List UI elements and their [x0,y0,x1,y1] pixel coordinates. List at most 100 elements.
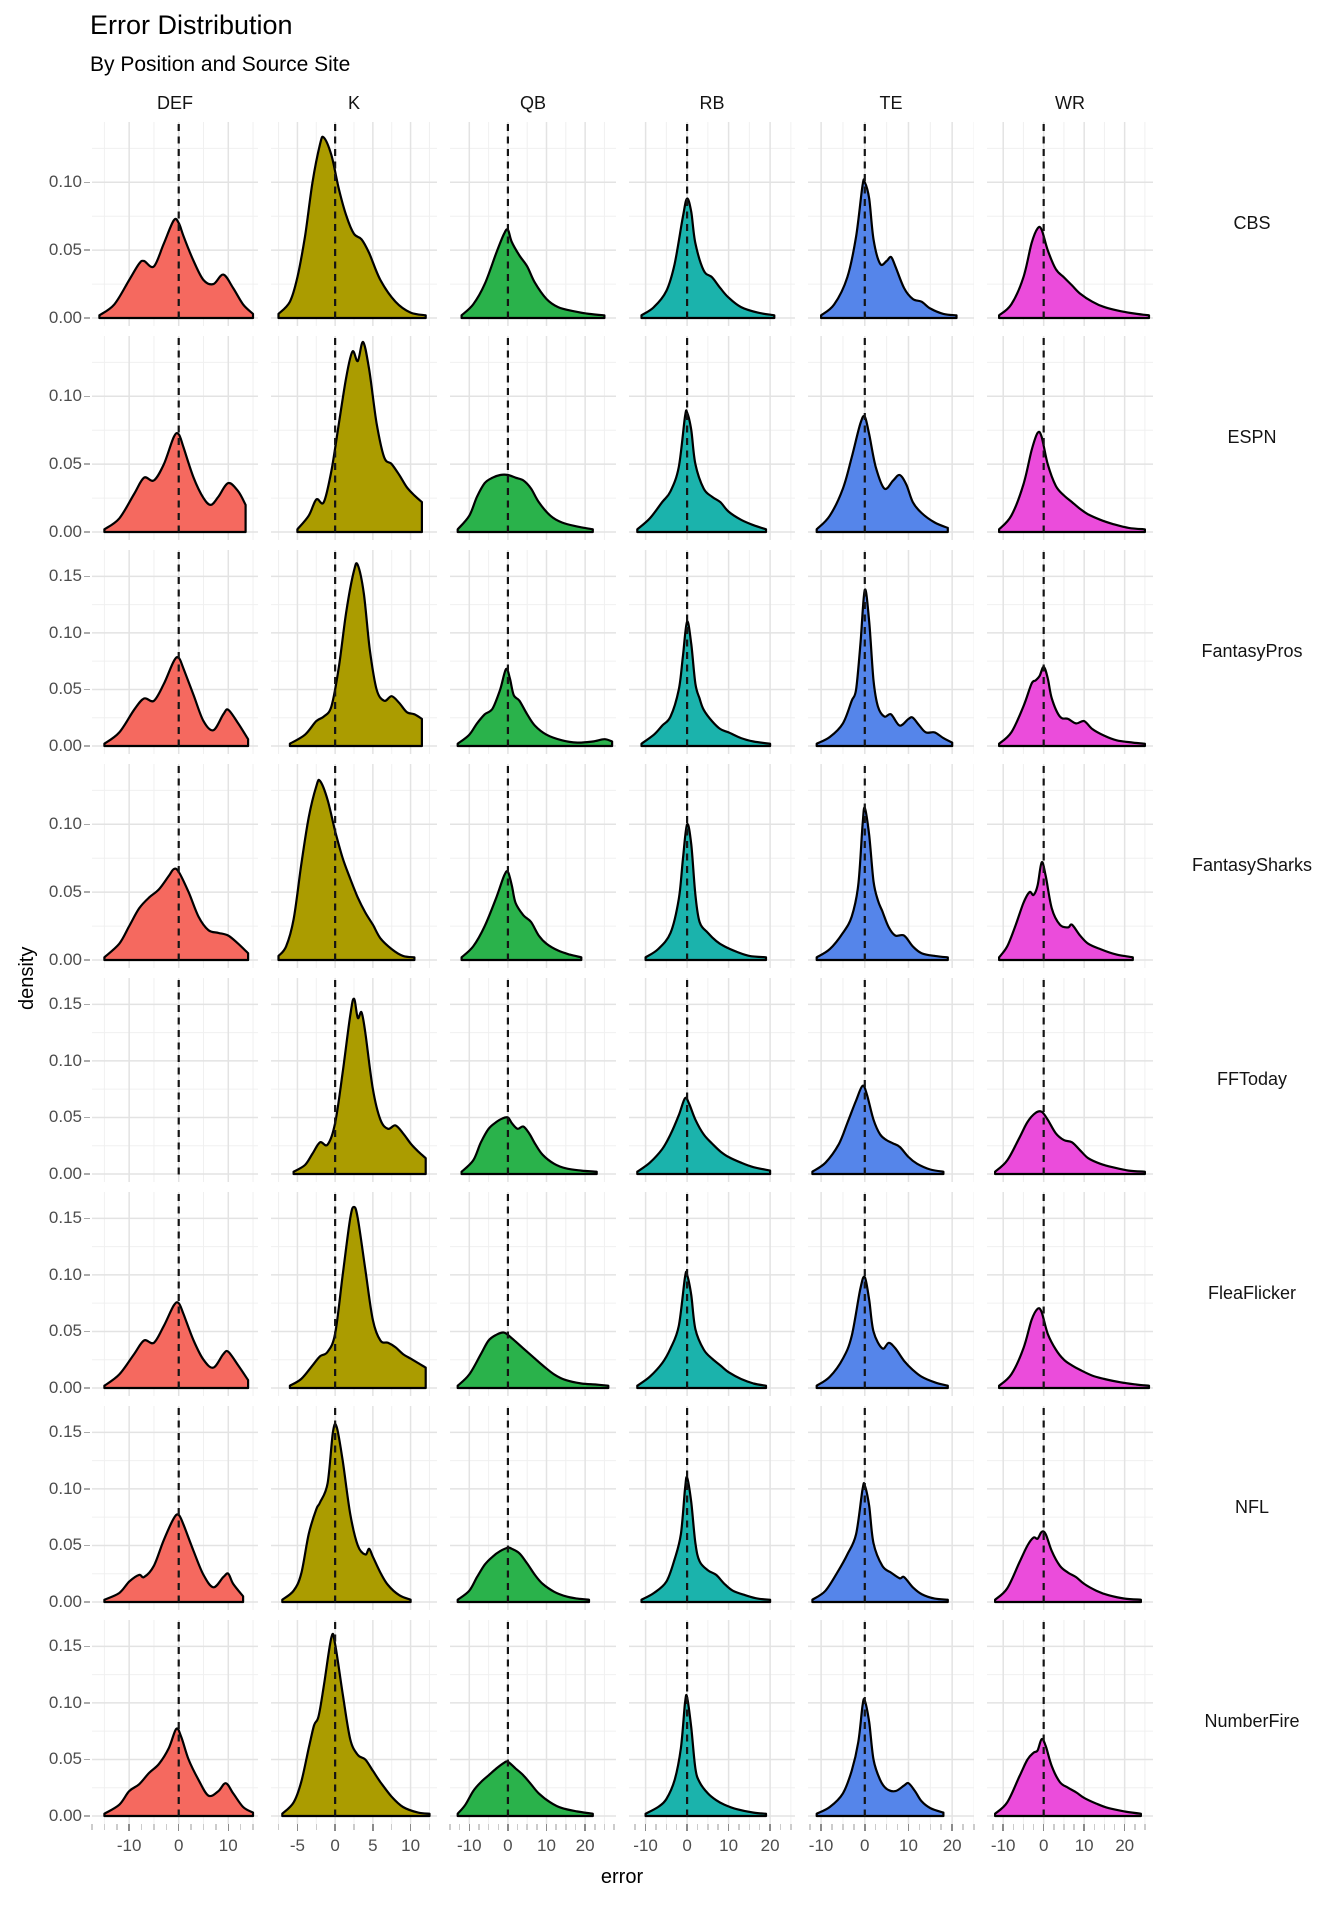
x-minor-tick-mark [675,1824,678,1830]
facet-row-label-FFToday: FFToday [1216,1069,1288,1089]
panel-CBS-QB [450,122,616,326]
x-minor-tick-mark [1093,1824,1096,1830]
y-tick-mark [84,1544,90,1547]
x-minor-tick-mark [190,1824,192,1830]
panel-NFL-DEF [92,1406,258,1610]
facet-row-label-FantasySharks: FantasySharks [1191,855,1313,875]
density-curve-FantasySharks-TE [815,806,949,962]
y-tick-mark [84,891,90,893]
facet-row-label-NumberFire: NumberFire [1204,1711,1300,1731]
x-tick-mark [177,1824,180,1831]
panel-FantasySharks-WR [987,764,1153,968]
x-minor-tick-mark [831,1824,833,1830]
x-tick-mark [1042,1824,1045,1831]
y-tick-mark [84,1758,90,1761]
y-tick-mark [84,1173,90,1175]
y-tick-label: 0.10 [48,1692,82,1712]
y-tick-label: 0.05 [48,1321,82,1341]
x-minor-tick-mark [140,1824,143,1830]
density-curve-ESPN-QB [456,473,594,534]
panel-ESPN-RB [629,336,795,540]
density-curve-NumberFire-K [281,1632,431,1818]
density-curve-NFL-DEF [103,1513,245,1604]
panel-NFL-WR [987,1406,1153,1610]
x-minor-tick-mark [555,1824,557,1830]
density-curve-NumberFire-RB [644,1693,768,1818]
y-tick-label: 0.05 [48,240,82,260]
density-curve-FantasySharks-QB [460,870,583,962]
y-tick-label: 0.05 [48,454,82,474]
x-minor-tick-mark [315,1824,318,1830]
y-tick-label: 0.00 [48,308,82,327]
x-tick-mark [727,1824,730,1831]
panel-FFToday-RB [629,978,795,1182]
x-tick-mark [864,1824,866,1831]
panel-FantasySharks-TE [808,764,974,968]
density-curve-FFToday-WR [994,1110,1146,1176]
x-tick-mark [296,1824,299,1831]
x-minor-tick-mark [809,1824,811,1830]
density-curve-CBS-RB [640,197,776,320]
panel-FFToday-K [271,978,437,1182]
y-tick-mark [84,745,90,747]
panel-NumberFire-QB [450,1620,616,1824]
x-minor-tick-mark [634,1824,636,1830]
y-tick-label: 0.15 [48,1208,82,1228]
x-minor-tick-mark [707,1824,709,1830]
x-minor-tick-mark [1103,1824,1106,1830]
panel-CBS-K [271,122,437,326]
x-tick-label: -5 [289,1836,305,1855]
x-tick-mark [1002,1824,1004,1831]
y-tick-mark [84,632,90,634]
x-minor-tick-mark [603,1824,606,1830]
x-tick-label: -10 [116,1836,142,1855]
x-minor-tick-mark [428,1824,431,1830]
panel-NFL-RB [629,1406,795,1610]
density-curve-NFL-QB [456,1546,591,1604]
x-minor-tick-mark [91,1824,93,1830]
x-tick-mark [1083,1824,1085,1831]
x-minor-tick-mark [536,1824,538,1830]
x-tick-mark [128,1824,130,1831]
x-tick-label: 10 [1074,1836,1094,1855]
x-tick-mark [409,1824,412,1831]
panel-FleaFlicker-DEF [92,1192,258,1396]
density-curve-FantasyPros-WR [998,665,1146,748]
x-minor-tick-mark [353,1824,355,1830]
panel-FantasySharks-K [271,764,437,968]
x-tick-mark [372,1824,374,1831]
y-tick-mark [84,823,90,826]
y-tick-label: 0.00 [48,1592,82,1611]
x-minor-tick-mark [1022,1824,1025,1830]
panel-NumberFire-TE [808,1620,974,1824]
x-tick-label: 0 [503,1836,513,1855]
x-minor-tick-mark [277,1824,280,1830]
panel-FantasyPros-DEF [92,550,258,754]
x-minor-tick-mark [116,1824,118,1830]
x-minor-tick-mark [853,1824,855,1830]
panel-FFToday-WR [987,978,1153,1182]
x-tick-label: 10 [218,1836,238,1855]
facet-row-label-CBS: CBS [1233,213,1271,233]
y-tick-mark [84,1330,90,1333]
x-minor-tick-mark [696,1824,699,1830]
density-curve-ESPN-TE [815,414,949,534]
x-tick-mark [951,1824,953,1831]
x-minor-tick-mark [885,1824,888,1830]
panel-NumberFire-WR [987,1620,1153,1824]
density-curve-FantasySharks-RB [644,822,768,962]
x-tick-mark [334,1824,336,1831]
density-curve-FFToday-QB [460,1116,598,1176]
x-minor-tick-mark [779,1824,782,1830]
y-tick-label: 0.15 [48,1422,82,1442]
panel-FleaFlicker-K [271,1192,437,1396]
density-curve-FleaFlicker-RB [636,1270,768,1390]
x-tick-label: 0 [682,1836,692,1855]
x-tick-label: -10 [633,1836,658,1855]
y-tick-label: 0.05 [48,882,82,902]
panel-NFL-QB [450,1406,616,1610]
y-tick-mark [84,1645,90,1648]
x-minor-tick-mark [215,1824,217,1830]
facet-row-label-FantasyPros: FantasyPros [1201,641,1303,661]
